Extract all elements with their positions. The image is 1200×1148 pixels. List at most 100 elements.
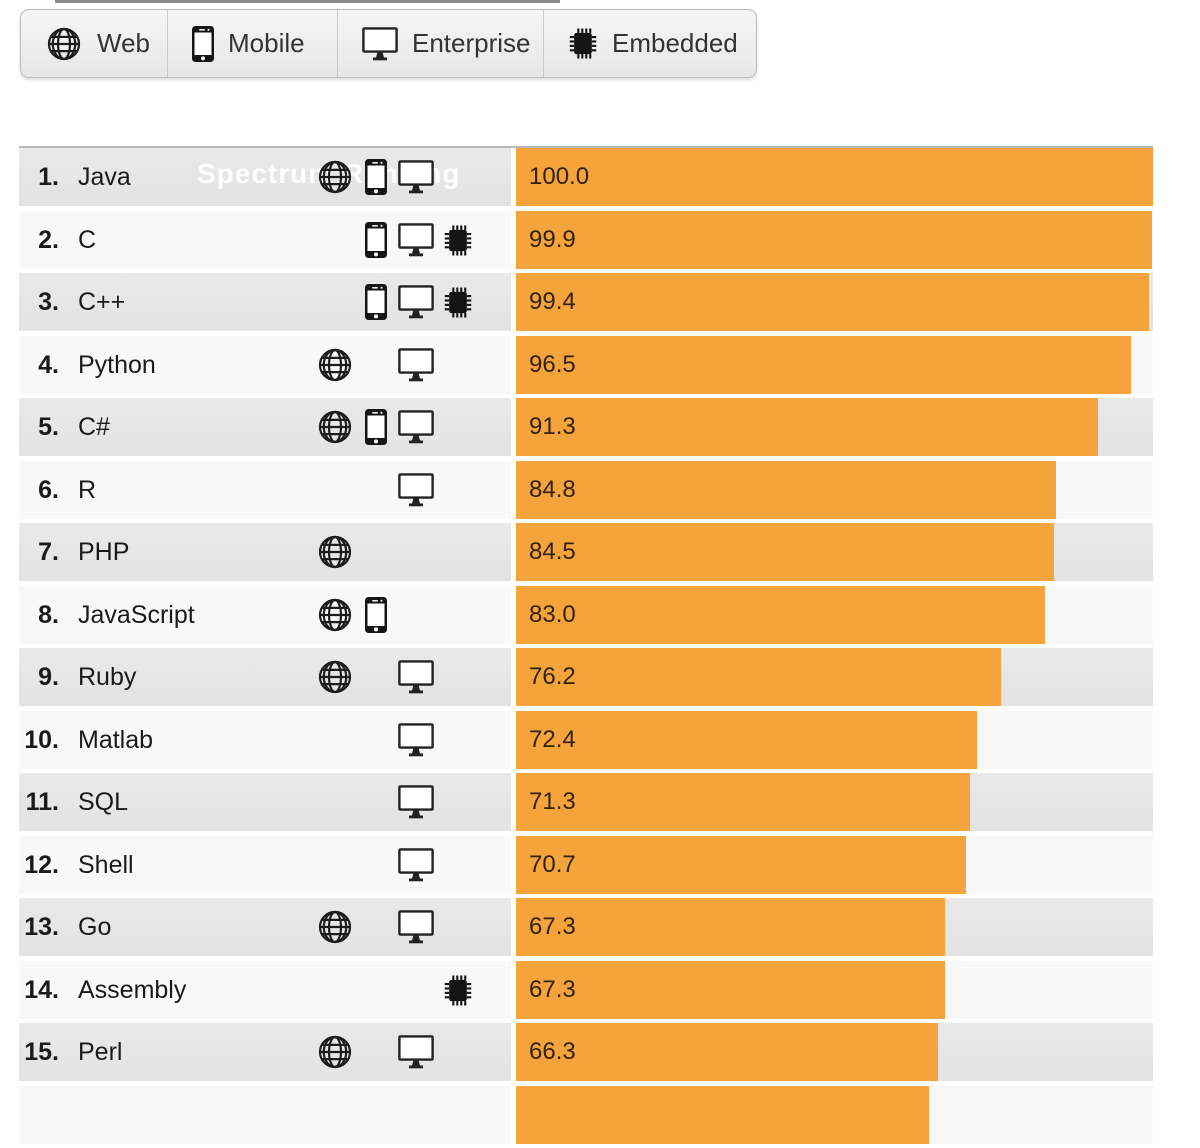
enterprise-icon [398, 472, 434, 507]
score-bar-track: 99.4 [516, 273, 1153, 331]
ranking-row: 12. Shell 70.7 [19, 835, 1153, 894]
language-name: JavaScript [78, 600, 195, 629]
language-name: PHP [78, 538, 130, 566]
score-bar: 67.3 [516, 960, 945, 1019]
web-icon [316, 533, 354, 571]
rank-number: 14. [24, 975, 59, 1004]
mobile-icon [365, 409, 387, 445]
rank-number: 2. [38, 225, 59, 254]
score-bar-track: 84.5 [516, 523, 1153, 581]
score-value: 100.0 [529, 163, 590, 190]
language-name: Java [78, 163, 131, 191]
chip-icon [568, 27, 598, 60]
web-icon [316, 908, 354, 946]
score-value: 71.3 [529, 788, 576, 815]
enterprise-icon [398, 285, 434, 319]
web-icon [316, 1033, 354, 1071]
embedded-icon [443, 224, 473, 257]
filter-button-mobile[interactable]: Mobile [167, 10, 337, 77]
enterprise-icon [398, 410, 434, 444]
language-name: C# [78, 413, 110, 441]
score-value: 96.5 [529, 350, 576, 378]
globe-icon [45, 25, 83, 63]
ranking-row: 2. C 99.9 [19, 210, 1153, 269]
mobile-icon [365, 284, 387, 320]
label-bar-separator [511, 898, 516, 956]
score-bar-track: 76.2 [516, 648, 1153, 706]
score-bar: 67.3 [516, 898, 945, 956]
ranking-row: 9. Ruby 76.2 [19, 648, 1153, 706]
score-bar: 70.7 [516, 835, 967, 894]
rank-number: 11. [25, 788, 59, 816]
enterprise-icon [398, 785, 434, 819]
filter-button-web[interactable]: Web [21, 10, 167, 77]
filter-button-enterprise[interactable]: Enterprise [337, 10, 543, 77]
rank-number: 3. [38, 288, 59, 316]
label-bar-separator [511, 585, 516, 644]
enterprise-icon [398, 660, 434, 694]
ranking-row: 13. Go 67.3 [19, 898, 1153, 956]
score-bar-track: 67.3 [516, 960, 1153, 1019]
language-name: Matlab [78, 725, 154, 754]
score-bar-track [516, 1085, 1153, 1144]
label-bar-separator [511, 335, 516, 394]
language-name: Assembly [78, 975, 187, 1004]
rank-number: 1. [38, 163, 59, 191]
enterprise-icon [398, 347, 434, 382]
language-name: SQL [78, 788, 129, 816]
label-bar-separator [511, 710, 516, 769]
enterprise-icon [398, 847, 434, 882]
rank-number: 9. [38, 663, 59, 691]
score-bar-track: 71.3 [516, 773, 1153, 831]
web-icon [316, 158, 354, 196]
ranking-row: 7. PHP 84.5 [19, 523, 1153, 581]
rank-number: 12. [24, 850, 59, 879]
score-value: 67.3 [529, 913, 576, 940]
score-value: 91.3 [529, 413, 576, 440]
score-value: 70.7 [529, 850, 576, 878]
language-name: Shell [78, 850, 134, 879]
score-bar: 76.2 [516, 648, 1002, 706]
web-icon [316, 408, 354, 446]
rank-number: 5. [38, 413, 59, 441]
score-bar: 96.5 [516, 335, 1131, 394]
score-bar-track: 67.3 [516, 898, 1153, 956]
filter-button-label: Mobile [228, 28, 305, 58]
score-bar-track: 84.8 [516, 460, 1153, 519]
filter-button-label: Embedded [612, 28, 738, 58]
ranking-row [19, 1085, 1153, 1144]
label-bar-separator [511, 648, 516, 706]
score-value: 99.9 [529, 225, 576, 253]
score-value: 84.5 [529, 538, 576, 565]
filter-button-embedded[interactable]: Embedded [543, 10, 756, 77]
score-bar-track: 70.7 [516, 835, 1153, 894]
mobile-icon [365, 159, 387, 195]
language-ranking-list: 1. Java 100.0 2. C [19, 146, 1153, 1148]
language-name: Python [78, 350, 156, 379]
score-value: 66.3 [529, 1038, 576, 1065]
rank-number: 13. [24, 913, 59, 941]
ranking-row: 15. Perl 66.3 [19, 1023, 1153, 1081]
label-bar-separator [511, 773, 516, 831]
embedded-icon [443, 286, 473, 319]
score-bar [516, 1085, 929, 1144]
mobile-icon [365, 221, 387, 258]
ranking-row: 8. JavaScript 83.0 [19, 585, 1153, 644]
language-name: C [78, 225, 97, 254]
score-bar-track: 99.9 [516, 210, 1153, 269]
score-value: 76.2 [529, 663, 576, 690]
score-bar: 84.8 [516, 460, 1057, 519]
score-bar-track: 72.4 [516, 710, 1153, 769]
label-bar-separator [511, 835, 516, 894]
score-bar: 83.0 [516, 585, 1045, 644]
label-bar-separator [511, 273, 516, 331]
score-bar: 66.3 [516, 1023, 939, 1081]
label-bar-separator [511, 960, 516, 1019]
score-bar-track: 66.3 [516, 1023, 1153, 1081]
language-name: R [78, 475, 97, 504]
ranking-row: 4. Python 96.5 [19, 335, 1153, 394]
score-value: 67.3 [529, 975, 576, 1003]
filter-button-label: Web [97, 28, 150, 58]
score-bar: 91.3 [516, 398, 1098, 456]
label-bar-separator [511, 148, 516, 206]
